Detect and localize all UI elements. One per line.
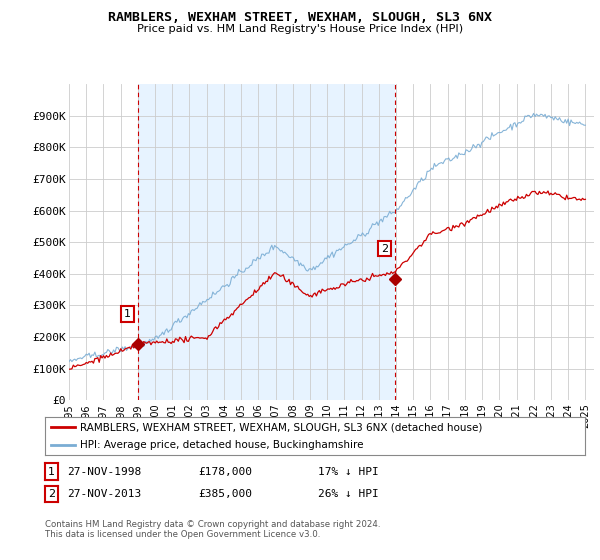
Text: HPI: Average price, detached house, Buckinghamshire: HPI: Average price, detached house, Buck… [80, 440, 364, 450]
Bar [138, 84, 395, 400]
Text: £178,000: £178,000 [198, 467, 252, 477]
Text: Contains HM Land Registry data © Crown copyright and database right 2024.
This d: Contains HM Land Registry data © Crown c… [45, 520, 380, 539]
Text: 1: 1 [124, 309, 131, 319]
Text: RAMBLERS, WEXHAM STREET, WEXHAM, SLOUGH, SL3 6NX (detached house): RAMBLERS, WEXHAM STREET, WEXHAM, SLOUGH,… [80, 422, 482, 432]
Text: 26% ↓ HPI: 26% ↓ HPI [318, 489, 379, 500]
Text: 1: 1 [48, 466, 55, 477]
Text: Price paid vs. HM Land Registry's House Price Index (HPI): Price paid vs. HM Land Registry's House … [137, 24, 463, 34]
Text: 27-NOV-2013: 27-NOV-2013 [67, 489, 142, 500]
Text: 2: 2 [48, 489, 55, 499]
Text: RAMBLERS, WEXHAM STREET, WEXHAM, SLOUGH, SL3 6NX: RAMBLERS, WEXHAM STREET, WEXHAM, SLOUGH,… [108, 11, 492, 24]
Text: 2: 2 [381, 244, 388, 254]
Text: 17% ↓ HPI: 17% ↓ HPI [318, 467, 379, 477]
Text: £385,000: £385,000 [198, 489, 252, 500]
Text: 27-NOV-1998: 27-NOV-1998 [67, 467, 142, 477]
